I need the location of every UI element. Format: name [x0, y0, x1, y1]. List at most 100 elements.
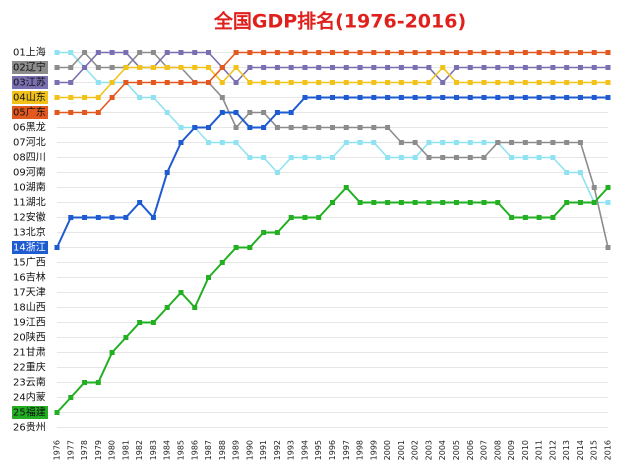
rank-marker	[343, 80, 349, 85]
rank-marker	[123, 50, 129, 55]
rank-marker	[178, 65, 184, 70]
rank-marker	[467, 80, 473, 85]
rank-marker	[412, 80, 418, 85]
rank-marker	[192, 125, 198, 130]
rank-marker	[95, 110, 101, 115]
rank-marker	[522, 155, 528, 160]
rank-marker	[426, 200, 432, 205]
rank-marker	[288, 215, 294, 220]
rank-marker	[330, 200, 335, 205]
rank-marker	[150, 95, 156, 100]
rank-marker	[481, 65, 487, 70]
rank-marker	[302, 215, 308, 220]
rank-marker	[178, 290, 184, 295]
rank-marker	[577, 95, 583, 100]
rank-marker	[550, 65, 556, 70]
rank-marker	[150, 215, 156, 220]
y-tick-label: 22重庆	[13, 361, 46, 374]
x-tick-label: 1981	[121, 440, 130, 460]
rank-marker	[467, 50, 473, 55]
rank-marker	[330, 65, 335, 70]
rank-marker	[591, 200, 597, 205]
rank-marker	[577, 200, 583, 205]
rank-marker	[288, 155, 294, 160]
rank-marker	[247, 80, 253, 85]
x-tick-label: 2010	[521, 440, 530, 460]
rank-marker	[68, 215, 74, 220]
rank-marker	[509, 50, 515, 55]
rank-marker	[495, 50, 501, 55]
rank-marker	[481, 50, 487, 55]
x-tick-label: 1994	[300, 440, 309, 460]
rank-marker	[385, 200, 391, 205]
rank-marker	[550, 140, 556, 145]
y-tick-label: 14浙江	[13, 242, 46, 254]
rank-marker	[591, 65, 597, 70]
rank-marker	[206, 140, 212, 145]
rank-marker	[206, 65, 212, 70]
rank-marker	[577, 170, 583, 175]
rank-marker	[509, 155, 515, 160]
rank-marker	[398, 65, 404, 70]
x-tick-label: 1980	[108, 440, 117, 460]
rank-marker	[109, 215, 115, 220]
rank-marker	[536, 155, 542, 160]
rank-marker	[274, 110, 280, 115]
rank-marker	[371, 140, 377, 145]
y-tick-label: 19江西	[13, 317, 46, 329]
rank-marker	[605, 50, 611, 55]
rank-marker	[385, 125, 391, 130]
rank-marker	[219, 80, 225, 85]
y-tick-label: 08四川	[13, 153, 46, 164]
rank-marker	[192, 50, 198, 55]
rank-marker	[178, 125, 184, 130]
rank-marker	[522, 80, 528, 85]
rank-marker	[233, 245, 239, 250]
rank-marker	[150, 65, 156, 70]
x-tick-label: 2013	[562, 440, 571, 460]
rank-marker	[164, 80, 170, 85]
rank-marker	[453, 80, 459, 85]
rank-marker	[536, 95, 542, 100]
rank-marker	[522, 95, 528, 100]
x-tick-label: 1988	[218, 440, 227, 460]
rank-marker	[357, 95, 363, 100]
x-tick-label: 1985	[176, 440, 185, 460]
rank-marker	[302, 95, 308, 100]
rank-marker	[288, 110, 294, 115]
rank-marker	[261, 50, 267, 55]
rank-marker	[123, 80, 129, 85]
x-tick-label: 2008	[493, 440, 502, 460]
rank-marker	[398, 200, 404, 205]
rank-marker	[495, 140, 501, 145]
x-tick-label: 1998	[356, 440, 365, 460]
y-tick-label: 13北京	[13, 226, 46, 239]
rank-marker	[288, 50, 294, 55]
rank-marker	[316, 125, 322, 130]
rank-marker	[467, 200, 473, 205]
rank-marker	[440, 65, 446, 70]
rank-marker	[54, 95, 60, 100]
rank-marker	[302, 50, 308, 55]
y-tick-label: 07河北	[13, 137, 46, 149]
rank-marker	[68, 110, 74, 115]
x-tick-label: 2016	[604, 440, 613, 460]
rank-marker	[206, 275, 212, 280]
rank-marker	[509, 140, 515, 145]
rank-marker	[123, 335, 129, 340]
rank-marker	[564, 65, 570, 70]
rank-marker	[605, 65, 611, 70]
label-highlight	[12, 91, 48, 104]
rank-marker	[467, 95, 473, 100]
rank-marker	[247, 110, 253, 115]
chart-title: 全国GDP排名(1976-2016)	[213, 10, 466, 33]
rank-marker	[206, 125, 212, 130]
rank-marker	[412, 155, 418, 160]
rank-marker	[398, 155, 404, 160]
rank-marker	[164, 110, 170, 115]
rank-marker	[247, 50, 253, 55]
rank-marker	[261, 230, 267, 235]
rank-marker	[550, 215, 556, 220]
y-tick-label: 15广西	[13, 257, 46, 269]
rank-marker	[288, 80, 294, 85]
